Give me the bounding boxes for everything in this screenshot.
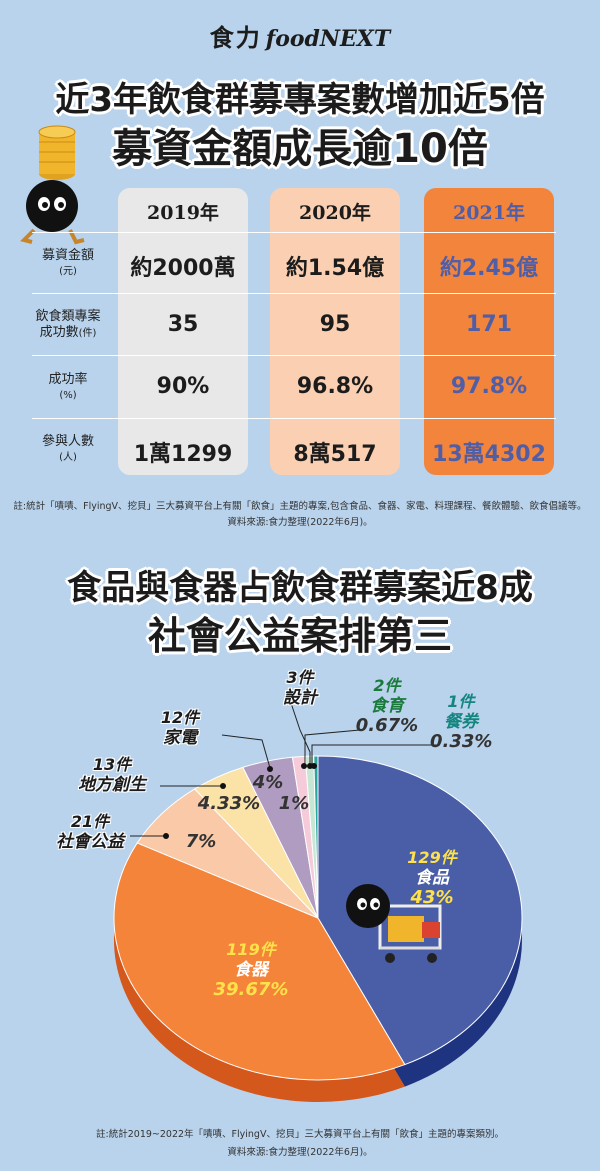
slice-label-education: 2件 食育 0.67% [355, 676, 419, 736]
table-source: 資料來源:食力整理(2022年6月)。 [227, 517, 373, 528]
mascot-coins-illustration [20, 125, 85, 245]
slice-pct-design: 1% [278, 793, 310, 814]
section-subtitle: 社會公益案排第三 [147, 614, 452, 658]
slice-pct-charity: 7% [185, 831, 217, 852]
slice-pct-appliance: 4% [252, 772, 284, 793]
row-label-funding: 募資金額 (元) [41, 248, 94, 277]
row-divider [32, 418, 556, 419]
leader-line [304, 729, 361, 765]
section-title: 食品與食器占飲食群募案近8成 [67, 568, 533, 608]
mascot-icon [20, 180, 85, 245]
leader-dot [267, 766, 273, 772]
row-divider [32, 355, 556, 356]
cell-value: 35 [167, 312, 199, 337]
slice-label-charity: 21件 社會公益 [56, 812, 124, 852]
mascot-icon [346, 884, 390, 928]
row-divider [32, 232, 556, 233]
shopping-cart-icon [378, 904, 442, 963]
chart-note: 註:統計2019~2022年「嘖嘖、FlyingV、挖貝」三大募資平台上有關「飲… [96, 1129, 504, 1140]
chart-source: 資料來源:食力整理(2022年6月)。 [227, 1147, 373, 1158]
slice-label-appliance: 12件 家電 [160, 708, 200, 748]
cell-value: 13萬4302 [432, 442, 546, 467]
slice-label-food: 129件 食品 43% [407, 848, 457, 908]
slice-label-local: 13件 地方創生 [78, 755, 146, 795]
slice-pct-local: 4.33% [197, 793, 261, 814]
row-label-participants: 參與人數 (人) [41, 434, 94, 463]
page-title: 近3年飲食群募專案數增加近5倍 [55, 80, 545, 120]
pie-slice-1 [113, 842, 406, 1081]
column-2020 [270, 188, 400, 475]
leader-line [289, 699, 311, 765]
cell-value: 97.8% [450, 374, 528, 399]
brand-cn: 食力 [209, 24, 262, 52]
year-header-2019: 2019年 [147, 202, 219, 224]
slice-label-tableware: 119件 食器 39.67% [213, 940, 289, 1000]
cell-value: 1萬1299 [133, 442, 233, 467]
cell-value: 約2.45億 [439, 256, 539, 281]
leader-dot [163, 833, 169, 839]
table-note: 註:統計「嘖嘖、FlyingV、挖貝」三大募資平台上有關「飲食」主題的專案,包含… [13, 501, 587, 512]
row-label-success-rate: 成功率 (%) [48, 372, 88, 401]
leader-line [311, 744, 440, 765]
brand-en: foodNEXT [265, 26, 391, 52]
cell-value: 96.8% [296, 374, 374, 399]
page-subtitle: 募資金額成長逾10倍 [112, 126, 488, 172]
leader-dot [220, 783, 226, 789]
year-header-2021: 2021年 [453, 202, 525, 224]
column-2021 [424, 188, 554, 475]
brand-logo: 食力 foodNEXT [0, 18, 600, 53]
slice-label-design: 3件 設計 [283, 668, 317, 708]
cell-value: 約2000萬 [130, 256, 236, 281]
year-header-2020: 2020年 [299, 202, 371, 224]
pie-slice-0 [317, 755, 523, 1066]
leader-dot [311, 763, 317, 769]
cell-value: 8萬517 [293, 442, 377, 467]
leader-line [221, 734, 271, 769]
cell-value: 171 [466, 312, 512, 337]
row-label-projects: 飲食類專案 成功數(件) [35, 309, 101, 340]
cell-value: 約1.54億 [285, 256, 385, 281]
coin-stack-icon [38, 125, 76, 180]
slice-label-voucher: 1件 餐券 0.33% [430, 692, 493, 752]
mascot-cart-illustration [346, 884, 442, 963]
cell-value: 95 [319, 312, 351, 337]
cell-value: 90% [156, 374, 210, 399]
row-divider [32, 293, 556, 294]
pie-slice-7 [313, 755, 319, 919]
leader-dot [301, 763, 307, 769]
column-2019 [118, 188, 248, 475]
